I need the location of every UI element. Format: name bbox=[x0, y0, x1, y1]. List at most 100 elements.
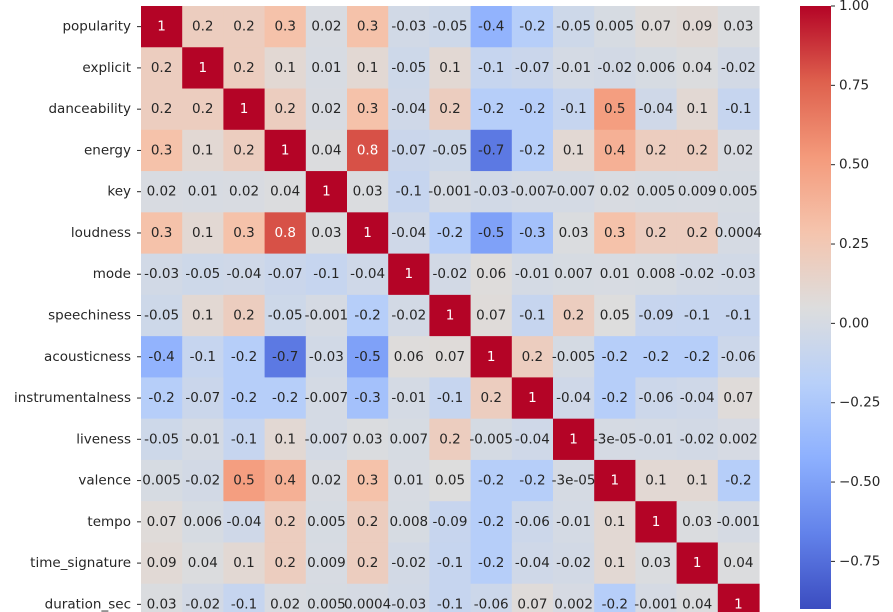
colorbar-tick-label: 0.50 bbox=[839, 157, 869, 173]
heatmap-cell bbox=[429, 418, 472, 461]
heatmap-cell bbox=[511, 171, 554, 213]
heatmap-cell-value: 0.1 bbox=[357, 60, 378, 76]
heatmap-cell-value: 0.007 bbox=[389, 431, 428, 447]
heatmap-cell bbox=[182, 171, 224, 213]
heatmap-cell bbox=[511, 542, 554, 585]
heatmap-cell-value: 0.5 bbox=[604, 101, 625, 117]
heatmap-cell bbox=[182, 418, 224, 461]
heatmap-cell bbox=[223, 501, 266, 544]
heatmap-cell bbox=[717, 129, 760, 172]
heatmap-cell bbox=[511, 294, 554, 337]
heatmap-cell bbox=[594, 542, 636, 585]
heatmap-cell bbox=[264, 501, 307, 544]
heatmap-cell-value: -0.2 bbox=[478, 473, 504, 489]
heatmap-cell bbox=[264, 459, 307, 502]
heatmap-cell-value: -0.02 bbox=[391, 555, 426, 571]
colorbar-tick-label: −0.75 bbox=[839, 553, 880, 569]
heatmap-cell-value: -0.2 bbox=[602, 596, 628, 612]
heatmap-cell-value: 0.03 bbox=[353, 431, 383, 447]
heatmap-cell-value: 0.03 bbox=[147, 596, 177, 612]
heatmap-cell bbox=[594, 418, 636, 461]
heatmap-cell bbox=[635, 294, 678, 337]
heatmap-cell bbox=[717, 47, 760, 90]
heatmap-cell-value: -0.01 bbox=[639, 431, 674, 447]
heatmap-cell-value: -0.1 bbox=[231, 596, 257, 612]
colorbar: 1.00 0.75 0.50 0.25 0.00 −0.25 −0.50 −0.75 bbox=[800, 0, 880, 609]
heatmap-cell-value: -0.03 bbox=[144, 266, 179, 282]
heatmap-cell-value: 1 bbox=[199, 60, 208, 76]
heatmap-cell-value: 0.3 bbox=[233, 225, 254, 241]
heatmap-cell bbox=[223, 129, 266, 172]
y-axis-tick-label: valence bbox=[78, 473, 131, 489]
heatmap-cell-value: -0.07 bbox=[268, 266, 303, 282]
heatmap-cell-value: -0.04 bbox=[350, 266, 385, 282]
heatmap-cell bbox=[305, 418, 348, 461]
y-axis-tick-label: popularity bbox=[62, 19, 131, 35]
heatmap-cell-value: -0.05 bbox=[556, 19, 591, 35]
heatmap-cell bbox=[264, 542, 307, 585]
heatmap-cell-value: 0.01 bbox=[188, 184, 218, 200]
heatmap-cell bbox=[717, 294, 760, 337]
heatmap-cell bbox=[635, 212, 678, 255]
y-axis-tick-label: instrumentalness bbox=[14, 390, 131, 406]
heatmap-cell-value: 0.2 bbox=[686, 225, 707, 241]
heatmap-cell-value: -0.2 bbox=[684, 349, 710, 365]
heatmap-cell bbox=[511, 253, 554, 296]
heatmap-cell-value: 0.03 bbox=[641, 555, 671, 571]
heatmap-cell-value: -0.05 bbox=[185, 266, 220, 282]
heatmap-cell-value: 0.02 bbox=[311, 19, 341, 35]
heatmap-cell bbox=[223, 88, 266, 131]
heatmap-cell-value: -0.04 bbox=[639, 101, 674, 117]
heatmap-cell bbox=[470, 501, 513, 544]
heatmap-cell bbox=[470, 336, 513, 378]
heatmap-cell bbox=[553, 6, 595, 48]
heatmap-cell-value: -0.05 bbox=[433, 19, 468, 35]
heatmap-cell-value: 1 bbox=[157, 19, 166, 35]
heatmap-cell bbox=[511, 47, 554, 90]
y-axis-tick-label: mode bbox=[93, 266, 131, 282]
heatmap-cell-value: -0.2 bbox=[519, 473, 545, 489]
heatmap-cell bbox=[305, 459, 348, 502]
heatmap-cell-value: -0.02 bbox=[556, 555, 591, 571]
heatmap-cell-value: -0.04 bbox=[227, 266, 262, 282]
heatmap-cell bbox=[717, 501, 760, 544]
heatmap-cell bbox=[470, 294, 513, 337]
heatmap-cell-value: 0.2 bbox=[645, 225, 666, 241]
heatmap-cell bbox=[305, 129, 348, 172]
heatmap-cell bbox=[305, 47, 348, 90]
heatmap-cell bbox=[141, 418, 183, 461]
heatmap-cell-value: 0.05 bbox=[600, 308, 630, 324]
heatmap-cell bbox=[429, 47, 472, 90]
heatmap-cell bbox=[141, 377, 183, 420]
heatmap-cell-value: -0.2 bbox=[354, 308, 380, 324]
heatmap-cell-value: -0.02 bbox=[185, 596, 220, 612]
heatmap-cell-value: -0.05 bbox=[391, 60, 426, 76]
heatmap-cell-value: -0.1 bbox=[437, 596, 463, 612]
heatmap-cell-value: 0.2 bbox=[522, 349, 543, 365]
heatmap-cell-value: 1 bbox=[405, 266, 414, 282]
heatmap-cell-value: -0.1 bbox=[313, 266, 339, 282]
heatmap-cell bbox=[264, 47, 307, 90]
heatmap-cell-value: -0.2 bbox=[437, 225, 463, 241]
heatmap-cell-value: 0.008 bbox=[637, 266, 676, 282]
heatmap-cell-value: -0.2 bbox=[602, 349, 628, 365]
heatmap-cell-value: 0.07 bbox=[147, 514, 177, 530]
heatmap-cell bbox=[594, 88, 636, 131]
heatmap-cell-value: -0.005 bbox=[552, 349, 596, 365]
heatmap-annotations: 1 0.2 0.2 0.3 0.02 0.3 -0.03 -0.05 -0.4 -0.2 -0.05… bbox=[142, 19, 762, 612]
y-axis-tick-label: danceability bbox=[48, 101, 131, 117]
heatmap-cell bbox=[223, 47, 266, 90]
heatmap-cell-value: -0.02 bbox=[721, 60, 756, 76]
y-axis-tick-label: acousticness bbox=[44, 349, 131, 365]
heatmap-cell bbox=[141, 171, 183, 213]
y-axis-tick-label: energy bbox=[84, 142, 131, 158]
heatmap-cell-value: 0.2 bbox=[480, 390, 501, 406]
heatmap-cell bbox=[141, 88, 183, 131]
heatmap-cell-value: 0.02 bbox=[311, 101, 341, 117]
heatmap-cell bbox=[182, 47, 224, 90]
heatmap-cell bbox=[594, 129, 636, 172]
heatmap-cell-value: -0.07 bbox=[185, 390, 220, 406]
heatmap-cell bbox=[553, 294, 595, 337]
heatmap-cell-value: 0.2 bbox=[233, 142, 254, 158]
heatmap-cell bbox=[553, 583, 595, 612]
